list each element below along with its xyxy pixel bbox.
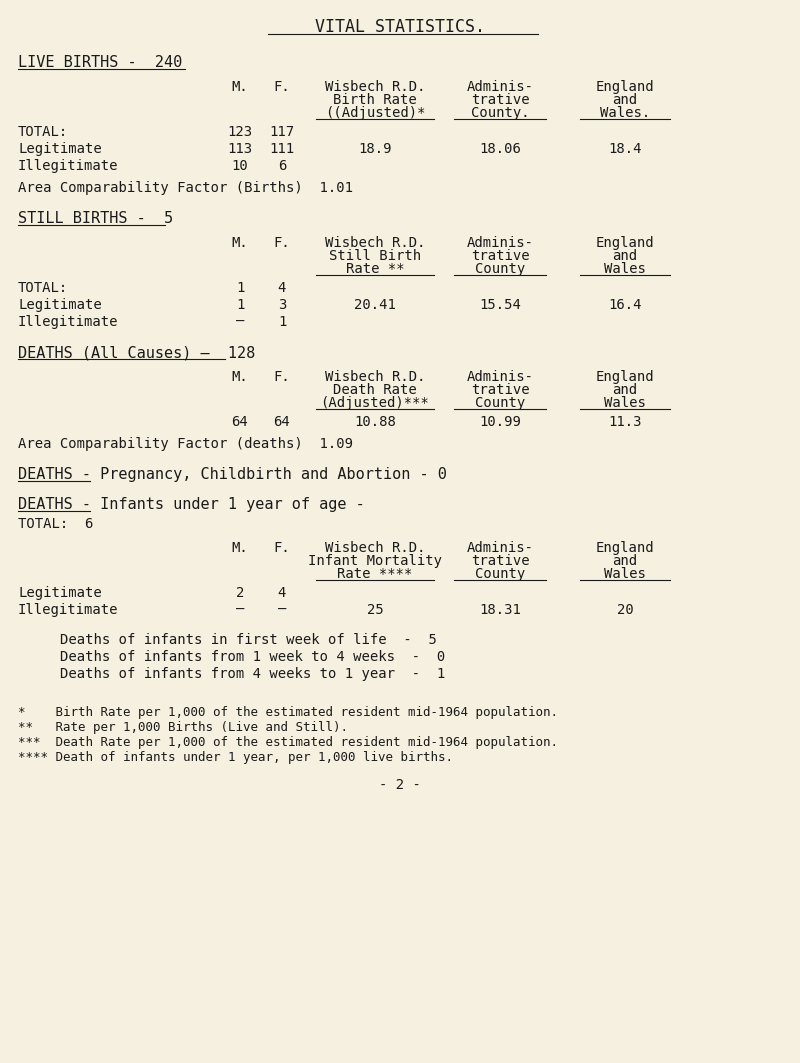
Text: Infant Mortality: Infant Mortality	[308, 554, 442, 568]
Text: Illegitimate: Illegitimate	[18, 315, 118, 330]
Text: STILL BIRTHS -  5: STILL BIRTHS - 5	[18, 210, 173, 226]
Text: **   Rate per 1,000 Births (Live and Still).: ** Rate per 1,000 Births (Live and Still…	[18, 721, 348, 733]
Text: 10.99: 10.99	[479, 415, 521, 429]
Text: Adminis-: Adminis-	[466, 370, 534, 384]
Text: County.: County.	[470, 106, 530, 120]
Text: England: England	[596, 236, 654, 250]
Text: trative: trative	[470, 554, 530, 568]
Text: DEATHS - Infants under 1 year of age -: DEATHS - Infants under 1 year of age -	[18, 497, 365, 512]
Text: 123: 123	[227, 125, 253, 139]
Text: County: County	[475, 261, 525, 276]
Text: 1: 1	[278, 315, 286, 330]
Text: 11.3: 11.3	[608, 415, 642, 429]
Text: 15.54: 15.54	[479, 298, 521, 313]
Text: 4: 4	[278, 281, 286, 296]
Text: Area Comparability Factor (Births)  1.01: Area Comparability Factor (Births) 1.01	[18, 181, 353, 195]
Text: 18.06: 18.06	[479, 142, 521, 156]
Text: - 2 -: - 2 -	[379, 778, 421, 792]
Text: Area Comparability Factor (deaths)  1.09: Area Comparability Factor (deaths) 1.09	[18, 437, 353, 451]
Text: VITAL STATISTICS.: VITAL STATISTICS.	[315, 18, 485, 36]
Text: Wisbech R.D.: Wisbech R.D.	[325, 541, 426, 555]
Text: Adminis-: Adminis-	[466, 541, 534, 555]
Text: Legitimate: Legitimate	[18, 298, 102, 313]
Text: Wisbech R.D.: Wisbech R.D.	[325, 236, 426, 250]
Text: trative: trative	[470, 383, 530, 396]
Text: Rate ****: Rate ****	[338, 567, 413, 581]
Text: 64: 64	[232, 415, 248, 429]
Text: (Adjusted)***: (Adjusted)***	[321, 396, 430, 410]
Text: M.: M.	[232, 80, 248, 94]
Text: DEATHS - Pregnancy, Childbirth and Abortion - 0: DEATHS - Pregnancy, Childbirth and Abort…	[18, 467, 447, 482]
Text: 4: 4	[278, 586, 286, 600]
Text: Rate **: Rate **	[346, 261, 404, 276]
Text: Wisbech R.D.: Wisbech R.D.	[325, 80, 426, 94]
Text: **** Death of infants under 1 year, per 1,000 live births.: **** Death of infants under 1 year, per …	[18, 750, 453, 764]
Text: Wales: Wales	[604, 396, 646, 410]
Text: 6: 6	[278, 159, 286, 173]
Text: Adminis-: Adminis-	[466, 80, 534, 94]
Text: —: —	[278, 603, 286, 617]
Text: M.: M.	[232, 370, 248, 384]
Text: DEATHS (All Causes) —  128: DEATHS (All Causes) — 128	[18, 345, 255, 360]
Text: England: England	[596, 541, 654, 555]
Text: Illegitimate: Illegitimate	[18, 603, 118, 617]
Text: 64: 64	[274, 415, 290, 429]
Text: Deaths of infants from 1 week to 4 weeks  -  0: Deaths of infants from 1 week to 4 weeks…	[60, 649, 446, 664]
Text: 113: 113	[227, 142, 253, 156]
Text: Wisbech R.D.: Wisbech R.D.	[325, 370, 426, 384]
Text: and: and	[613, 249, 638, 263]
Text: Wales.: Wales.	[600, 106, 650, 120]
Text: TOTAL:  6: TOTAL: 6	[18, 517, 94, 532]
Text: 3: 3	[278, 298, 286, 313]
Text: Deaths of infants in first week of life  -  5: Deaths of infants in first week of life …	[60, 632, 437, 647]
Text: and: and	[613, 554, 638, 568]
Text: County: County	[475, 567, 525, 581]
Text: England: England	[596, 370, 654, 384]
Text: TOTAL:: TOTAL:	[18, 125, 68, 139]
Text: F.: F.	[274, 541, 290, 555]
Text: 10: 10	[232, 159, 248, 173]
Text: Wales: Wales	[604, 567, 646, 581]
Text: 20: 20	[617, 603, 634, 617]
Text: 18.31: 18.31	[479, 603, 521, 617]
Text: 18.9: 18.9	[358, 142, 392, 156]
Text: 1: 1	[236, 298, 244, 313]
Text: 2: 2	[236, 586, 244, 600]
Text: *    Birth Rate per 1,000 of the estimated resident mid-1964 population.: * Birth Rate per 1,000 of the estimated …	[18, 706, 558, 719]
Text: F.: F.	[274, 80, 290, 94]
Text: Wales: Wales	[604, 261, 646, 276]
Text: and: and	[613, 383, 638, 396]
Text: 111: 111	[270, 142, 294, 156]
Text: M.: M.	[232, 236, 248, 250]
Text: 1: 1	[236, 281, 244, 296]
Text: F.: F.	[274, 370, 290, 384]
Text: England: England	[596, 80, 654, 94]
Text: trative: trative	[470, 92, 530, 107]
Text: Deaths of infants from 4 weeks to 1 year  -  1: Deaths of infants from 4 weeks to 1 year…	[60, 667, 446, 681]
Text: trative: trative	[470, 249, 530, 263]
Text: 25: 25	[366, 603, 383, 617]
Text: ((Adjusted)*: ((Adjusted)*	[325, 106, 426, 120]
Text: Birth Rate: Birth Rate	[333, 92, 417, 107]
Text: —: —	[236, 315, 244, 330]
Text: Illegitimate: Illegitimate	[18, 159, 118, 173]
Text: 117: 117	[270, 125, 294, 139]
Text: Legitimate: Legitimate	[18, 142, 102, 156]
Text: —: —	[236, 603, 244, 617]
Text: ***  Death Rate per 1,000 of the estimated resident mid-1964 population.: *** Death Rate per 1,000 of the estimate…	[18, 736, 558, 749]
Text: Legitimate: Legitimate	[18, 586, 102, 600]
Text: 16.4: 16.4	[608, 298, 642, 313]
Text: Still Birth: Still Birth	[329, 249, 421, 263]
Text: 10.88: 10.88	[354, 415, 396, 429]
Text: TOTAL:: TOTAL:	[18, 281, 68, 296]
Text: and: and	[613, 92, 638, 107]
Text: LIVE BIRTHS -  240: LIVE BIRTHS - 240	[18, 55, 182, 70]
Text: 18.4: 18.4	[608, 142, 642, 156]
Text: 20.41: 20.41	[354, 298, 396, 313]
Text: County: County	[475, 396, 525, 410]
Text: M.: M.	[232, 541, 248, 555]
Text: F.: F.	[274, 236, 290, 250]
Text: Adminis-: Adminis-	[466, 236, 534, 250]
Text: Death Rate: Death Rate	[333, 383, 417, 396]
